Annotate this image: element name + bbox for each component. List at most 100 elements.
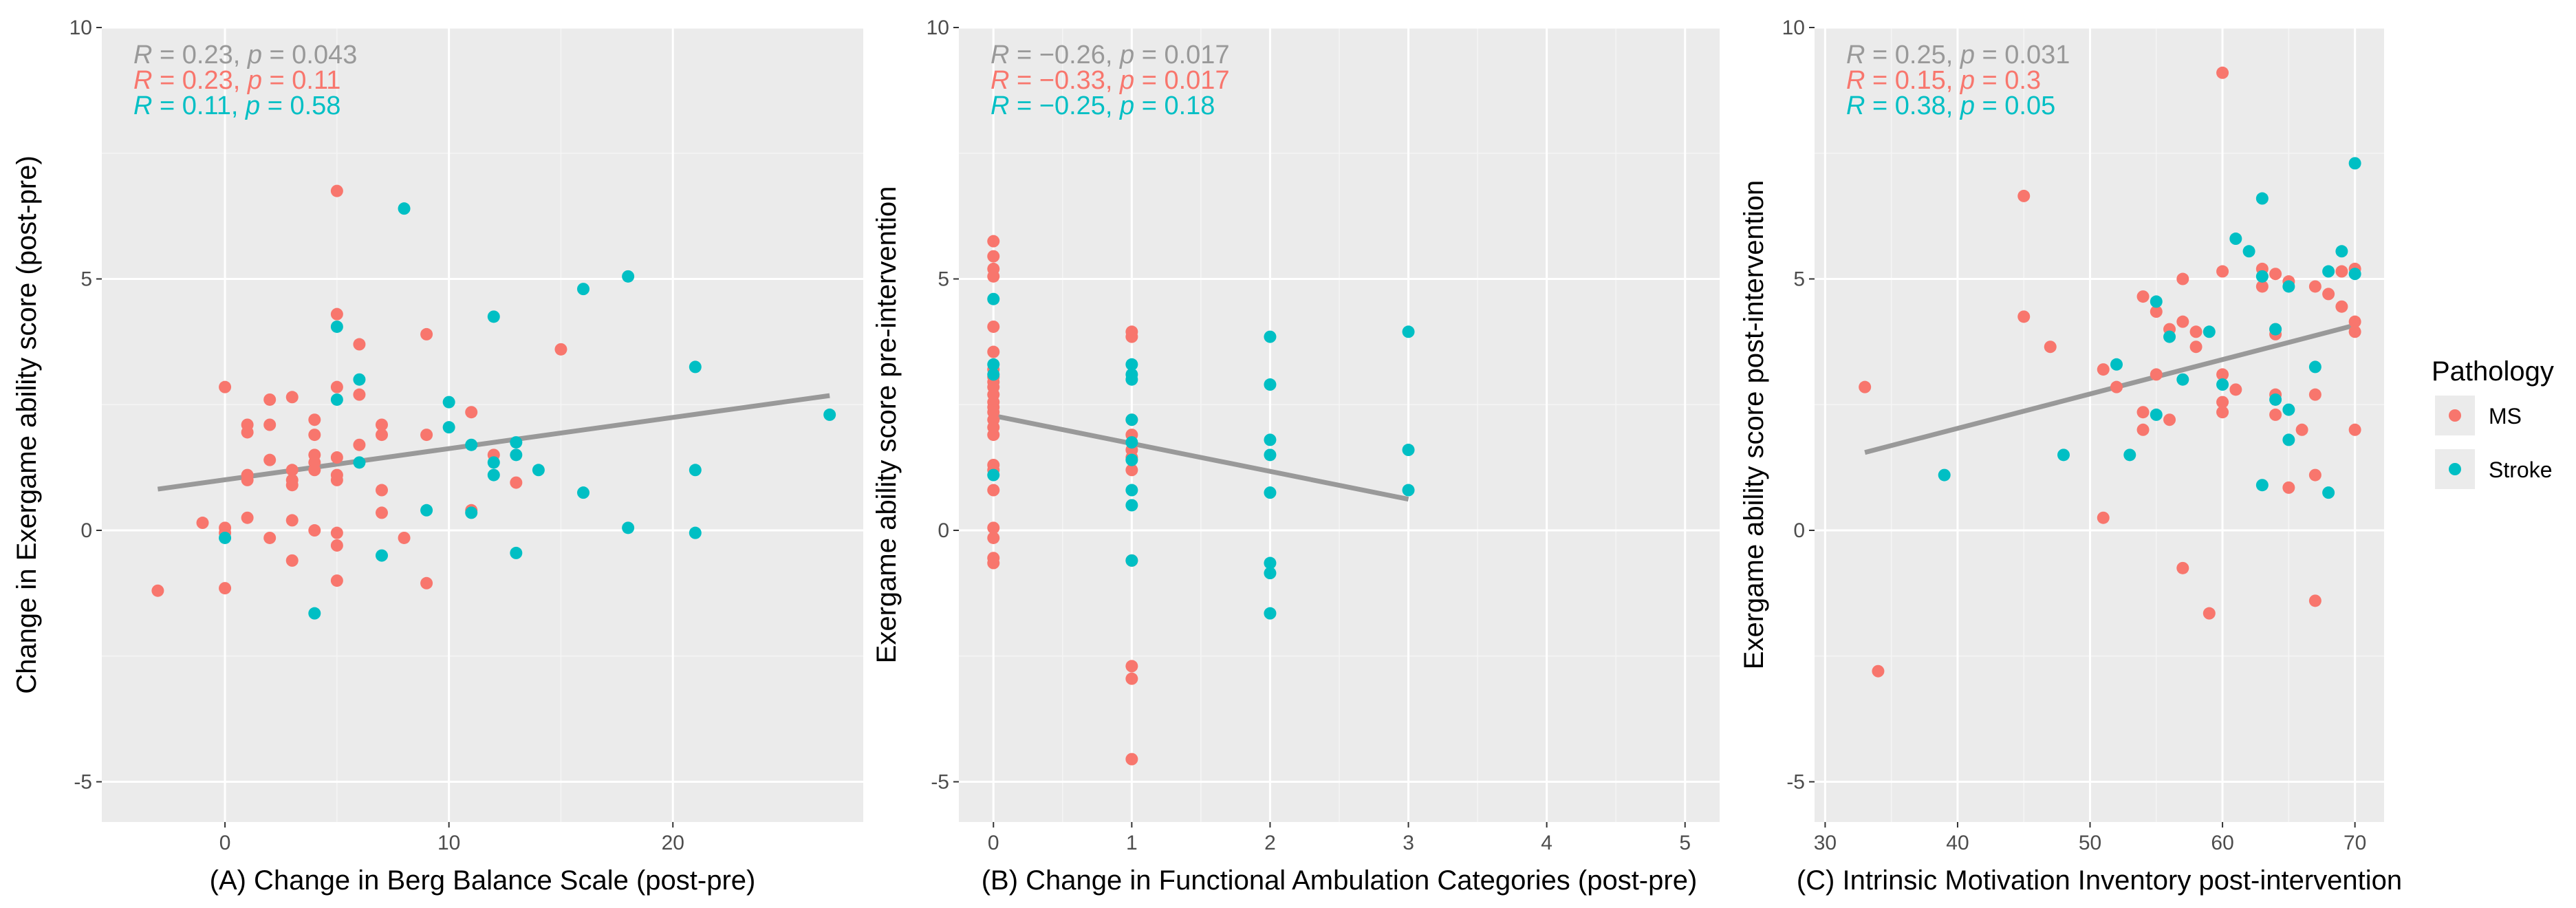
point-ms [263, 531, 277, 544]
point-ms [2269, 408, 2282, 421]
point-ms [2176, 272, 2189, 285]
point-stroke [1125, 554, 1138, 567]
y-tick-label: -5 [1786, 771, 1805, 794]
x-axis-title-c: (C) Intrinsic Motivation Inventory post-… [1797, 865, 2402, 896]
point-ms [420, 576, 433, 590]
point-ms [420, 327, 433, 340]
point-ms [285, 514, 299, 527]
stat-all: R = −0.26, p = 0.017 [991, 41, 1230, 69]
point-ms [2348, 423, 2361, 436]
y-tick-label: 0 [80, 519, 92, 542]
point-stroke [308, 607, 321, 620]
point-ms [330, 574, 343, 587]
point-ms [2282, 481, 2295, 494]
ticks-a: 0 10 20 -5 0 5 10 [69, 17, 684, 854]
point-stroke [1264, 433, 1277, 446]
point-ms [2335, 300, 2348, 313]
point-stroke [442, 396, 455, 409]
point-ms [2308, 468, 2321, 482]
point-stroke [2150, 295, 2163, 308]
ticks-b: 0 1 2 3 4 5 -5 0 5 10 [927, 17, 1691, 854]
point-ms [2150, 305, 2163, 318]
y-axis-title-b: Exergame ability score pre-intervention [872, 186, 902, 664]
point-ms [987, 235, 1000, 248]
point-stroke [2150, 408, 2163, 421]
x-tick-label: 0 [988, 832, 999, 854]
point-ms [2189, 340, 2202, 354]
regression-line [157, 393, 830, 492]
point-ms [330, 451, 343, 464]
point-ms [1125, 330, 1138, 343]
point-ms [330, 539, 343, 552]
point-ms [2335, 265, 2348, 278]
point-ms [308, 524, 321, 537]
y-tick-label: 0 [1793, 519, 1805, 542]
x-tick-label: 70 [2344, 832, 2366, 854]
point-ms [2017, 189, 2031, 202]
y-tick-label: 5 [80, 268, 92, 291]
y-axis-title-a: Change in Exergame ability score (post-p… [12, 155, 42, 694]
point-ms [987, 556, 1000, 570]
point-ms [510, 476, 523, 489]
point-stroke [622, 521, 635, 534]
point-ms [241, 511, 254, 524]
point-ms [2216, 396, 2229, 409]
point-stroke [487, 468, 500, 482]
y-tick-label: -5 [931, 771, 949, 794]
point-ms [2269, 268, 2282, 281]
point-stroke [420, 504, 433, 517]
legend-label-ms: MS [2489, 404, 2522, 429]
point-stroke [375, 549, 388, 562]
regression-line-c [1864, 323, 2356, 455]
point-ms [1872, 664, 1885, 678]
point-ms [2044, 340, 2057, 354]
point-stroke [1125, 484, 1138, 497]
point-ms [241, 473, 254, 486]
point-ms [2189, 325, 2202, 338]
point-ms [308, 429, 321, 442]
point-stroke [577, 486, 590, 499]
point-stroke [510, 448, 523, 462]
regression-line [993, 413, 1409, 502]
point-ms [263, 393, 277, 406]
point-ms [219, 380, 232, 393]
point-ms [308, 413, 321, 426]
point-stroke [1264, 607, 1277, 620]
x-tick-label: 3 [1403, 832, 1414, 854]
legend-label-stroke: Stroke [2489, 457, 2552, 482]
point-stroke [2322, 486, 2335, 499]
y-tick-label: 5 [938, 268, 949, 291]
point-ms [330, 307, 343, 321]
point-ms [987, 270, 1000, 283]
point-stroke [532, 464, 545, 477]
point-stroke [823, 408, 836, 421]
point-ms [2176, 561, 2189, 574]
point-ms [554, 343, 567, 356]
point-ms [353, 388, 366, 401]
point-stroke [442, 421, 455, 434]
x-tick-label: 2 [1264, 832, 1276, 854]
grid-a [102, 26, 863, 822]
point-stroke [689, 464, 702, 477]
legend-key-stroke [2449, 463, 2461, 475]
point-stroke [2255, 479, 2269, 492]
point-stroke [2163, 330, 2176, 343]
point-stroke [2255, 192, 2269, 205]
point-ms [2216, 265, 2229, 278]
point-stroke [1264, 486, 1277, 499]
point-ms [2216, 66, 2229, 79]
point-ms [2163, 413, 2176, 426]
point-stroke [689, 526, 702, 539]
point-ms [987, 429, 1000, 442]
plot-background-a [102, 28, 863, 822]
point-stroke [2123, 448, 2136, 462]
regression-line-b [993, 413, 1409, 502]
point-ms [2322, 288, 2335, 301]
point-ms [219, 582, 232, 595]
point-ms [2202, 607, 2216, 620]
stat-all: R = 0.23, p = 0.043 [133, 41, 357, 69]
point-stroke [2242, 245, 2255, 258]
